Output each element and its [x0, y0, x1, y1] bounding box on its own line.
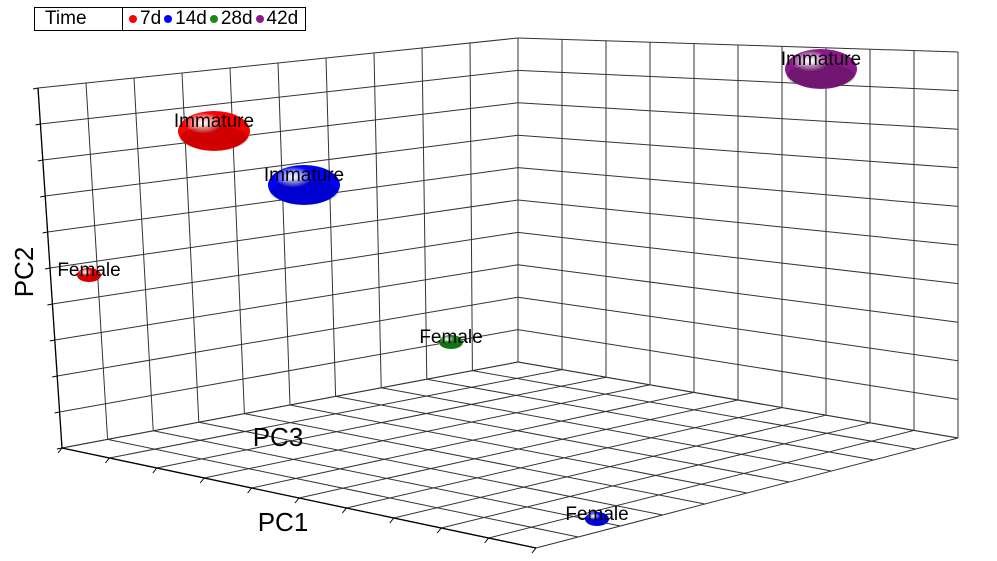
point-marker — [77, 268, 101, 282]
tick-mark — [57, 447, 63, 454]
tick-mark — [47, 303, 53, 306]
grid-line — [325, 57, 337, 397]
legend-label: 14d — [175, 8, 207, 29]
legend-marker — [164, 15, 173, 23]
legend-label: 42d — [266, 8, 299, 29]
tick-mark — [294, 497, 300, 504]
tick-mark — [40, 195, 46, 198]
point-label: Immature — [174, 111, 254, 132]
legend-marker — [255, 15, 264, 23]
legend-item-7d: 7d — [129, 8, 161, 30]
grid-line — [517, 329, 959, 400]
tick-mark — [54, 411, 60, 414]
tick-mark — [32, 87, 39, 90]
grid-line — [57, 296, 519, 377]
data-point-28d-female: Female — [419, 327, 483, 349]
grid-line — [393, 414, 827, 519]
point-label: Immature — [264, 165, 344, 186]
point-marker — [585, 512, 609, 526]
data-points: Immature Immature Immature Female Female Fema… — [57, 49, 861, 526]
legend: Time 7d 14d 28d 42d — [34, 7, 307, 31]
point-marker — [268, 165, 340, 205]
point-shading — [585, 517, 609, 526]
data-point-7d-female: Female — [57, 260, 121, 282]
tick-mark — [436, 527, 442, 534]
data-point-42d-immature: Immature — [781, 49, 861, 89]
point-shading — [179, 126, 249, 150]
grid-line — [517, 199, 959, 246]
grid-line — [441, 422, 871, 529]
grid-line — [421, 47, 428, 380]
tick-mark — [49, 339, 55, 342]
data-point-14d-immature: Immature — [264, 165, 344, 205]
grid-line — [488, 429, 915, 539]
point-shading — [269, 180, 339, 204]
tick-mark — [484, 537, 489, 544]
tick-mark — [199, 477, 205, 484]
tick-mark — [389, 517, 395, 524]
grid-line — [153, 430, 621, 527]
tick-mark — [247, 487, 252, 494]
grid-line — [289, 404, 748, 494]
grid-line — [517, 231, 959, 285]
grid-line — [469, 42, 473, 371]
grid-line — [244, 413, 705, 505]
grid-line — [373, 52, 382, 388]
tick-mark — [52, 375, 58, 378]
legend-label: 28d — [220, 8, 253, 29]
grid-line — [277, 62, 291, 406]
point-label: Female — [57, 260, 120, 281]
tick-mark — [342, 507, 347, 514]
point-marker — [439, 335, 463, 349]
legend-items: 7d 14d 28d 42d — [123, 8, 305, 30]
point-shading — [77, 273, 101, 282]
tick-mark — [56, 447, 63, 450]
tick-mark — [44, 267, 51, 270]
tick-marks — [32, 87, 537, 554]
legend-item-14d: 14d — [164, 8, 207, 30]
grid-line — [535, 437, 959, 549]
axis-title-pc3: PC3 — [253, 422, 304, 452]
tick-mark — [37, 159, 43, 162]
point-label: Female — [419, 327, 482, 348]
point-label: Immature — [781, 49, 861, 70]
grid-line — [107, 438, 579, 538]
grid-line — [346, 407, 783, 509]
legend-title: Time — [35, 8, 123, 30]
tick-mark — [105, 457, 110, 464]
axis-title-pc2: PC2 — [9, 247, 39, 298]
point-marker — [178, 111, 250, 151]
point-shading — [439, 340, 463, 349]
point-shading — [786, 64, 856, 88]
grid-line — [517, 296, 959, 362]
tick-mark — [531, 547, 537, 554]
axis-title-pc1: PC1 — [258, 507, 309, 537]
grid-line — [52, 231, 519, 305]
grid-line — [54, 264, 519, 341]
legend-item-42d: 42d — [255, 8, 299, 30]
tick-mark — [35, 123, 41, 126]
legend-item-28d: 28d — [209, 8, 253, 30]
data-point-14d-female: Female — [565, 504, 629, 526]
data-point-7d-immature: Immature — [174, 111, 254, 151]
grid-line — [517, 264, 959, 323]
tick-mark — [42, 231, 48, 234]
legend-label: 7d — [140, 8, 162, 29]
legend-marker — [209, 15, 218, 23]
legend-marker — [129, 15, 137, 23]
grid-line — [198, 421, 663, 516]
tick-mark — [152, 467, 158, 474]
point-label: Female — [565, 504, 628, 525]
point-marker — [785, 49, 857, 89]
